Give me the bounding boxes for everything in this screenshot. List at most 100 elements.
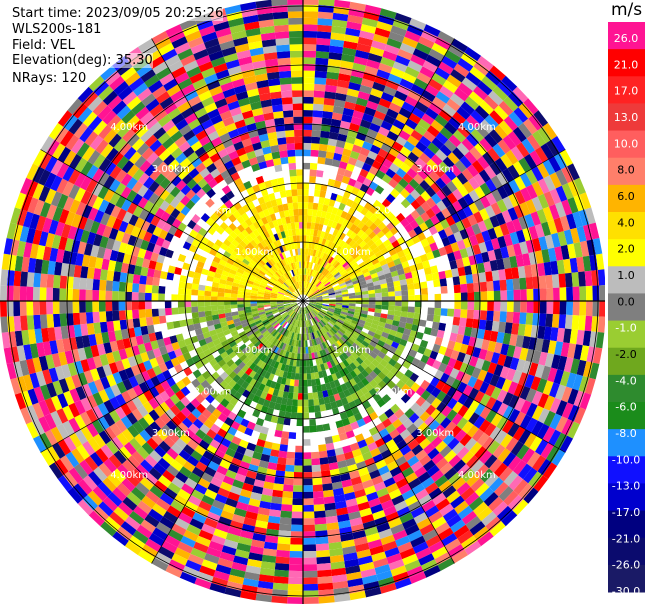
range-gate-cell <box>317 582 334 591</box>
range-gate-cell <box>203 418 214 429</box>
range-gate-cell <box>303 228 307 236</box>
range-gate-cell <box>353 282 361 288</box>
range-gate-cell <box>308 304 314 310</box>
range-gate-cell <box>382 239 392 248</box>
range-gate-cell <box>166 447 179 460</box>
range-gate-cell <box>333 286 341 291</box>
range-gate-cell <box>386 460 399 472</box>
range-gate-cell <box>280 510 292 519</box>
range-gate-cell <box>404 272 413 280</box>
range-gate-cell <box>82 475 98 491</box>
range-gate-cell <box>419 319 427 327</box>
range-gate-cell <box>481 511 497 527</box>
range-gate-cell <box>378 412 389 423</box>
range-gate-cell <box>307 320 310 327</box>
range-gate-cell <box>204 488 218 500</box>
range-gate-cell <box>324 502 336 511</box>
range-gate-cell <box>276 316 283 322</box>
range-gate-cell <box>72 312 81 326</box>
range-gate-cell <box>118 291 126 301</box>
range-gate-cell <box>464 437 477 451</box>
range-gate-cell <box>456 417 469 430</box>
range-gate-cell <box>312 385 318 393</box>
range-gate-cell <box>477 220 488 233</box>
range-gate-cell <box>535 439 549 456</box>
range-gate-cell <box>352 427 362 437</box>
range-gate-cell <box>303 531 316 539</box>
range-gate-cell <box>322 295 329 298</box>
range-gate-cell <box>381 226 390 235</box>
range-gate-cell <box>178 313 186 321</box>
range-gate-cell <box>465 274 474 284</box>
range-gate-cell <box>372 453 384 464</box>
range-gate-cell <box>311 318 315 326</box>
range-gate-cell <box>491 189 503 203</box>
range-gate-cell <box>295 340 299 347</box>
range-gate-cell <box>330 258 337 266</box>
range-gate-cell <box>187 553 204 566</box>
range-gate-cell <box>380 247 389 255</box>
range-gate-cell <box>505 150 519 165</box>
range-gate-cell <box>340 311 348 316</box>
range-gate-cell <box>341 309 349 313</box>
range-gate-cell <box>336 507 349 516</box>
range-gate-cell <box>329 303 336 307</box>
range-gate-cell <box>438 527 454 541</box>
range-gate-cell <box>414 376 425 387</box>
range-gate-cell <box>312 202 319 210</box>
range-gate-cell <box>333 272 341 278</box>
range-gate-cell <box>355 131 367 142</box>
range-gate-cell <box>280 437 289 446</box>
range-gate-cell <box>503 490 519 506</box>
range-gate-cell <box>430 408 442 420</box>
range-gate-cell <box>480 468 494 483</box>
range-gate-cell <box>323 232 329 240</box>
range-gate-cell <box>138 309 146 319</box>
range-gate-cell <box>215 564 232 575</box>
range-gate-cell <box>490 175 503 189</box>
range-gate-cell <box>305 327 309 334</box>
range-gate-cell <box>479 381 490 394</box>
range-gate-cell <box>329 421 338 430</box>
range-gate-cell <box>526 184 538 200</box>
range-gate-cell <box>331 251 338 259</box>
range-gate-cell <box>335 263 343 271</box>
range-gate-cell <box>362 113 374 123</box>
range-gate-cell <box>414 294 422 301</box>
range-gate-cell <box>308 295 315 299</box>
range-gate-cell <box>233 555 249 566</box>
range-gate-cell <box>467 301 475 310</box>
range-gate-cell <box>39 287 47 301</box>
range-gate-cell <box>368 166 379 176</box>
range-gate-cell <box>273 576 289 584</box>
range-gate-cell <box>249 345 257 353</box>
range-gate-cell <box>489 521 506 537</box>
range-gate-cell <box>543 326 552 341</box>
range-gate-cell <box>531 166 544 182</box>
range-gate-cell <box>321 290 328 294</box>
range-gate-cell <box>322 423 331 432</box>
range-gate-cell <box>152 503 167 517</box>
range-gate-cell <box>451 38 468 53</box>
range-gate-cell <box>162 469 176 483</box>
range-gate-cell <box>426 464 440 477</box>
range-gate-cell <box>438 270 447 280</box>
range-gate-cell <box>333 152 343 161</box>
range-gate-cell <box>390 324 399 332</box>
range-gate-cell <box>435 498 451 511</box>
range-gate-cell <box>275 396 283 405</box>
range-gate-cell <box>377 371 387 381</box>
range-gate-cell <box>286 344 292 352</box>
range-gate-cell <box>372 33 389 45</box>
range-gate-cell <box>193 541 209 554</box>
range-gate-cell <box>500 153 513 169</box>
range-gate-cell <box>305 241 310 249</box>
range-gate-cell <box>585 285 593 301</box>
range-gate-cell <box>419 152 431 164</box>
range-gate-cell <box>349 378 357 387</box>
range-gate-cell <box>461 468 476 483</box>
range-gate-cell <box>391 198 401 208</box>
range-gate-cell <box>299 314 302 321</box>
range-gate-cell <box>242 356 251 365</box>
range-gate-cell <box>390 403 400 414</box>
